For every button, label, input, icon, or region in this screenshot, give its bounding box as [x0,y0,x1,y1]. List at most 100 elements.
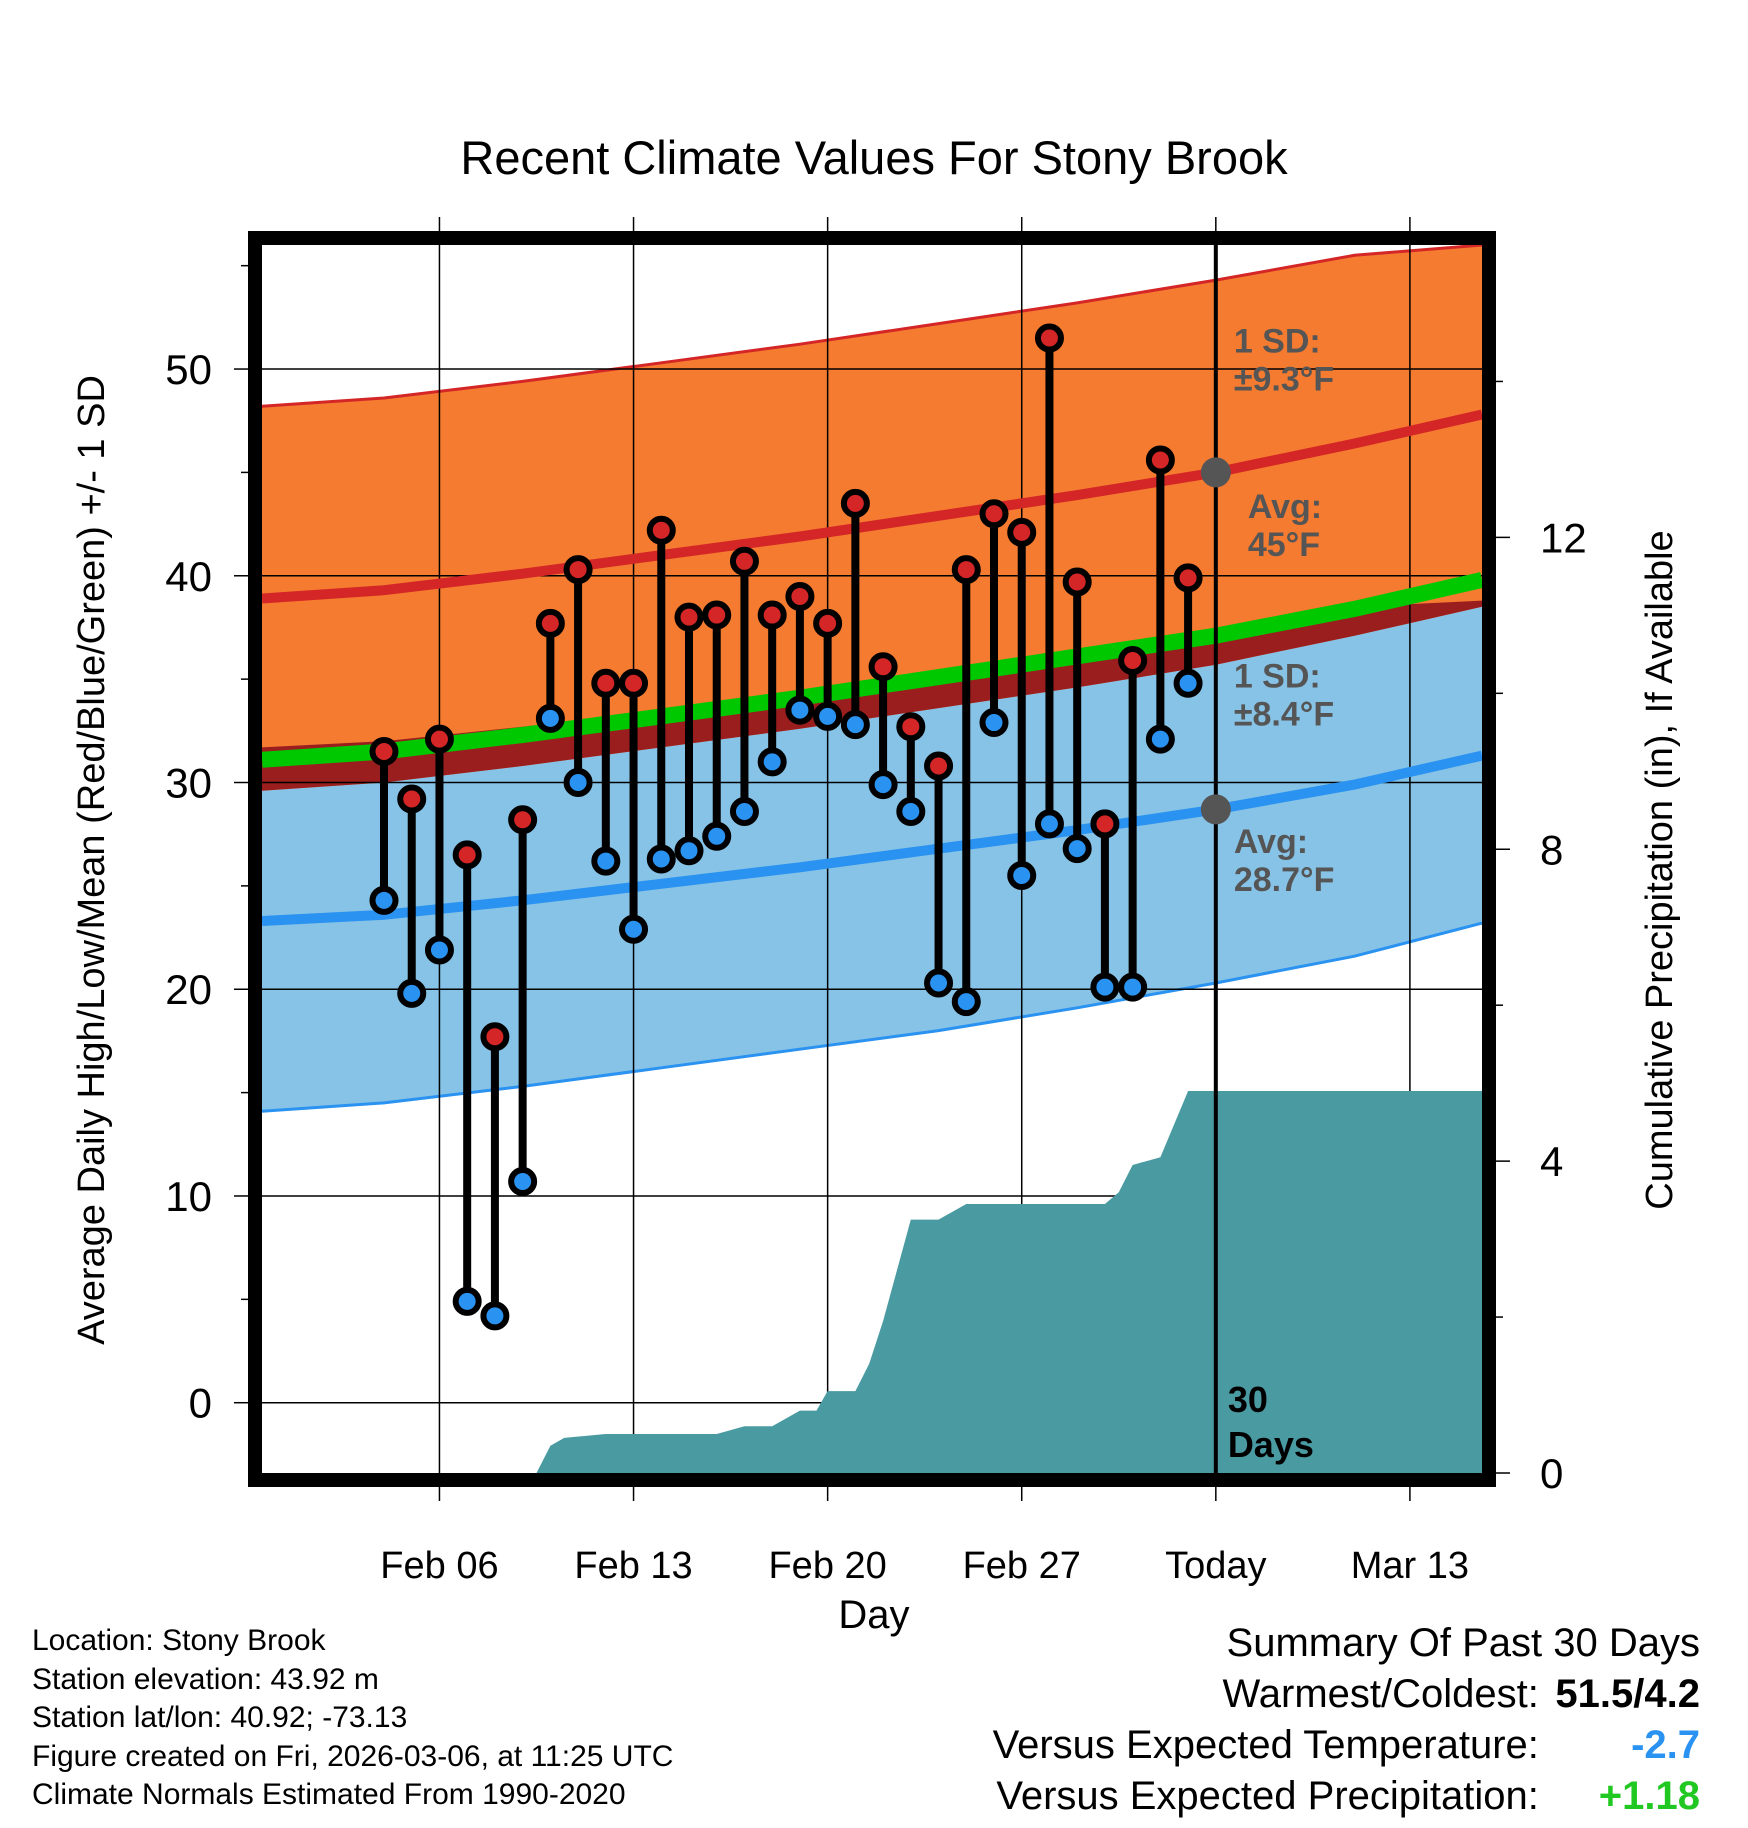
annotation-line: 45°F [1248,526,1320,564]
daily-low-point [619,914,649,944]
daily-low-point [424,935,454,965]
daily-high-point [1118,646,1148,676]
daily-low-point [868,770,898,800]
daily-low-point [1062,834,1092,864]
today-days-label-line: Days [1228,1424,1314,1465]
daily-high-point [1062,567,1092,597]
annotation-low_sd: 1 SD: ±8.4°F [1234,657,1334,733]
low-avg-line [262,750,1482,926]
daily-high-point [480,1022,510,1052]
annotation-line: Avg: [1248,488,1322,526]
daily-high-point [591,668,621,698]
high-upper-line [262,245,1482,408]
daily-low-point [979,708,1009,738]
daily-low-point [729,796,759,826]
summary-precip-label: Versus Expected Precipitation: [996,1774,1539,1818]
daily-high-point [535,608,565,638]
y2-tick-label: 12 [1540,514,1587,561]
annotation-line: ±9.3°F [1234,361,1334,399]
daily-high-point [979,499,1009,529]
y2-tick-label: 0 [1540,1450,1563,1497]
y-tick-label: 40 [165,553,212,600]
precip-area [262,1091,1482,1473]
daily-low-point [951,987,981,1017]
daily-high-point [424,724,454,754]
plot-frame [248,231,1496,1487]
daily-low-point [480,1301,510,1331]
daily-high-point [729,546,759,576]
x-tick-label: Mar 13 [1351,1545,1469,1587]
daily-low-point [452,1286,482,1316]
info-normals: Climate Normals Estimated From 1990-2020 [32,1778,626,1811]
daily-low-point [1090,972,1120,1002]
y-tick-label: 30 [165,760,212,807]
x-tick-label: Feb 20 [768,1545,886,1587]
annotation-high_avg: Avg: 45°F [1248,488,1322,564]
daily-high-point [1090,809,1120,839]
x-tick-label: Feb 06 [380,1545,498,1587]
avg-marker-dot [1200,794,1231,825]
daily-high-point [674,602,704,632]
summary-temp-row: Versus Expected Temperature: -2.7 [993,1720,1700,1771]
daily-high-point [896,712,926,742]
summary-panel: Summary Of Past 30 Days Warmest/Coldest:… [993,1618,1700,1822]
info-location: Location: Stony Brook [32,1624,326,1657]
daily-low-point [1007,861,1037,891]
daily-high-point [868,652,898,682]
daily-low-point [1173,668,1203,698]
daily-low-point [813,701,843,731]
summary-temp-value: -2.7 [1631,1723,1700,1767]
daily-high-point [369,736,399,766]
annotation-line: 1 SD: [1234,657,1321,695]
daily-low-point [397,978,427,1008]
daily-high-point [785,581,815,611]
y-axis-label: Average Daily High/Low/Mean (Red/Blue/Gr… [71,375,113,1345]
low-lower-line [262,921,1482,1113]
daily-high-point [702,600,732,630]
daily-low-point [1118,972,1148,1002]
daily-high-point [1145,445,1175,475]
daily-low-point [702,821,732,851]
daily-low-point [840,710,870,740]
info-latlon: Station lat/lon: 40.92; -73.13 [32,1701,408,1734]
annotation-low_avg: Avg: 28.7°F [1234,823,1335,899]
chart-title: Recent Climate Values For Stony Brook [460,131,1288,184]
annotation-high_sd: 1 SD: ±9.3°F [1234,323,1334,399]
summary-precip-row: Versus Expected Precipitation: +1.18 [993,1771,1700,1822]
avg-marker-dot [1200,457,1231,488]
daily-low-point [646,844,676,874]
daily-high-point [619,668,649,698]
daily-high-point [563,555,593,585]
daily-low-point [369,885,399,915]
y-tick-label: 50 [165,346,212,393]
summary-warm-row: Warmest/Coldest: 51.5/4.2 [993,1669,1701,1720]
daily-low-point [1034,809,1064,839]
daily-high-point [813,608,843,638]
x-tick-label: Today [1165,1545,1266,1587]
daily-high-point [1173,563,1203,593]
summary-warm-value: 51.5/4.2 [1555,1672,1700,1716]
daily-low-point [896,796,926,826]
daily-high-point [646,515,676,545]
summary-warm-label: Warmest/Coldest: [1222,1672,1539,1716]
daily-high-point [508,805,538,835]
x-tick-label: Feb 13 [574,1545,692,1587]
annotation-line: 28.7°F [1234,861,1335,899]
daily-high-point [452,840,482,870]
daily-low-point [1145,724,1175,754]
daily-low-point [757,747,787,777]
daily-high-point [840,488,870,518]
x-axis-label: Day [838,1593,909,1637]
station-info: Location: Stony Brook Station elevation:… [32,1622,673,1815]
daily-high-point [397,784,427,814]
summary-temp-label: Versus Expected Temperature: [992,1723,1539,1767]
axes: 0 10 20 30 40 50 0 4 8 12 Feb 06 Feb 13 Feb 20 Feb 27… [165,217,1587,1587]
y-tick-label: 10 [165,1173,212,1220]
info-created: Figure created on Fri, 2026-03-06, at 11… [32,1739,674,1773]
daily-high-point [924,751,954,781]
today-days-label: 30 Days [1228,1379,1314,1465]
daily-low-point [535,703,565,733]
y2-axis-label: Cumulative Precipitation (in), If Availa… [1639,530,1681,1209]
